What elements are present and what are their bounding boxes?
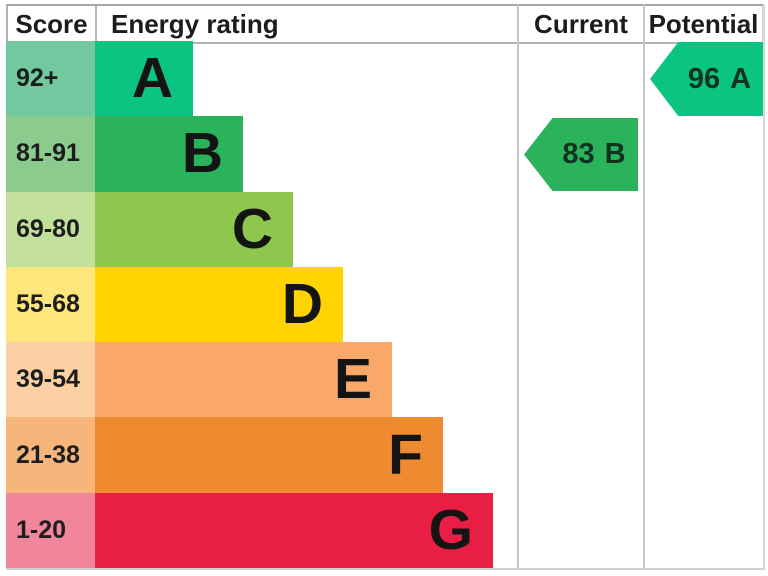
potential-rating-band: A: [730, 62, 752, 95]
band-bar-f: F: [95, 417, 443, 493]
band-row-d: 55-68 D: [6, 266, 517, 343]
band-row-a: 92+ A: [6, 41, 517, 117]
score-range-e: 39-54: [6, 342, 95, 418]
band-row-c: 69-80 C: [6, 191, 517, 267]
band-bar-c: C: [95, 191, 293, 267]
divider-right-edge: [763, 4, 765, 570]
band-bar-b: B: [95, 116, 243, 192]
score-range-b: 81-91: [6, 116, 95, 192]
score-range-f: 21-38: [6, 417, 95, 493]
band-row-g: 1-20 G: [6, 492, 517, 569]
band-bar-d: D: [95, 266, 343, 343]
score-range-a: 92+: [6, 41, 95, 117]
band-rows: 92+ A 81-91 B 69-80 C 55-68 D 39-54 E 21…: [6, 41, 517, 569]
current-rating-arrow: 83 B: [524, 118, 638, 191]
potential-rating-arrow: 96 A: [650, 42, 763, 116]
band-bar-e: E: [95, 342, 392, 418]
score-range-c: 69-80: [6, 191, 95, 267]
score-range-g: 1-20: [6, 492, 95, 569]
divider-current-potential: [643, 4, 645, 570]
band-row-f: 21-38 F: [6, 417, 517, 493]
potential-rating-value: 96: [687, 62, 721, 95]
band-bar-a: A: [95, 41, 193, 117]
header-energy-rating: Energy rating: [95, 6, 517, 42]
current-rating-band: B: [604, 138, 626, 170]
divider-chart-current: [517, 4, 519, 570]
header-current: Current: [517, 6, 643, 42]
current-rating-value: 83: [562, 138, 595, 170]
table-header: Score Energy rating Current Potential: [6, 4, 764, 44]
band-bar-g: G: [95, 492, 493, 569]
header-score: Score: [6, 6, 95, 42]
band-row-e: 39-54 E: [6, 342, 517, 418]
score-range-d: 55-68: [6, 266, 95, 343]
header-potential: Potential: [643, 6, 764, 42]
table-bottom-border: [6, 568, 764, 570]
band-row-b: 81-91 B: [6, 116, 517, 192]
